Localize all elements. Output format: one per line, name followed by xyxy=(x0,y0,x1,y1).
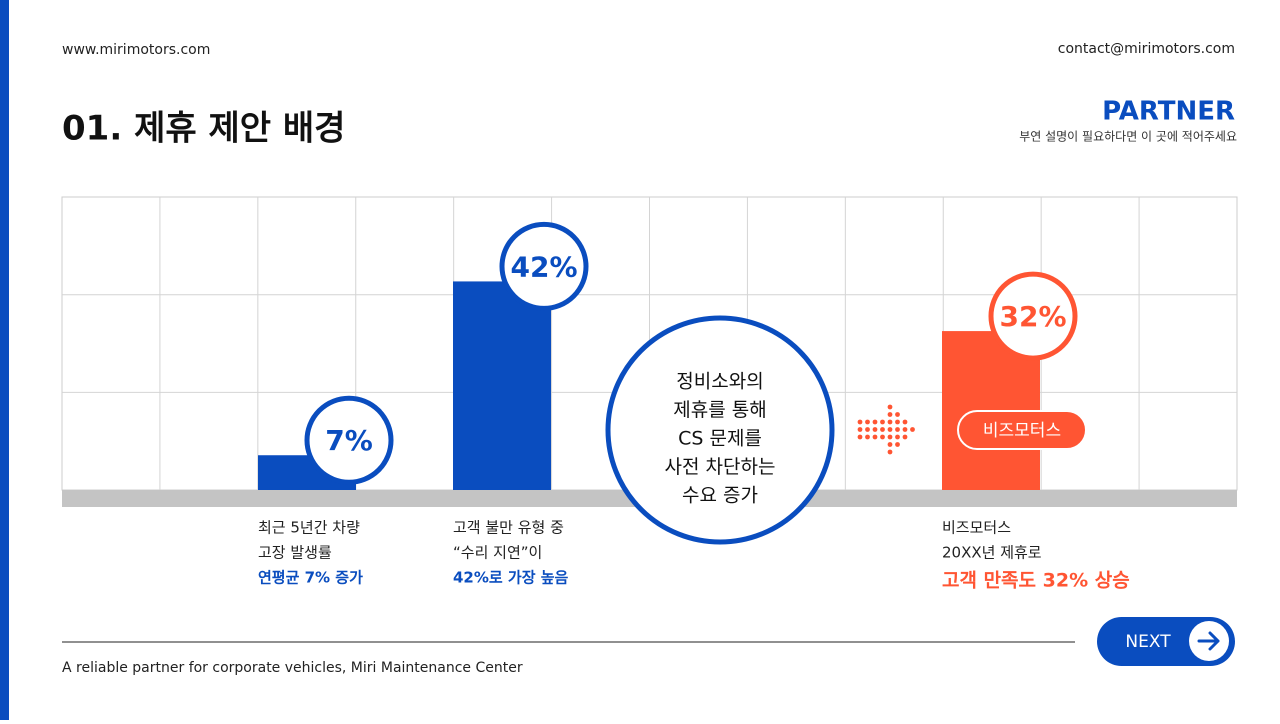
callout-line: 사전 차단하는 xyxy=(665,456,776,478)
value-bubble xyxy=(988,271,1078,361)
arrow-dot xyxy=(880,434,885,440)
arrow-dot xyxy=(865,434,870,440)
arrow-dot xyxy=(872,434,878,440)
callout-line: 제휴를 통해 xyxy=(673,399,766,421)
value-label: 7% xyxy=(325,424,373,457)
bar xyxy=(453,281,551,490)
callout-line: CS 문제를 xyxy=(678,428,762,450)
caption: 42%로 가장 높음 xyxy=(453,569,569,587)
arrow-dot xyxy=(895,427,900,432)
next-arrow[interactable] xyxy=(1197,631,1220,651)
arrow-dot xyxy=(887,419,893,425)
arrow-dot xyxy=(887,434,893,440)
value-bubble xyxy=(304,395,394,485)
arrow-dot xyxy=(880,427,885,432)
arrow-dot xyxy=(895,442,900,447)
caption: 최근 5년간 차량 xyxy=(258,519,360,537)
caption: 고객 불만 유형 중 xyxy=(453,519,564,537)
arrow-dot xyxy=(887,442,893,447)
caption: 고장 발생률 xyxy=(258,544,332,562)
value-bubble xyxy=(499,221,589,311)
arrow-dot xyxy=(865,419,870,425)
side-strip xyxy=(0,0,9,720)
caption: “수리 지연”이 xyxy=(453,544,542,562)
value-label: 32% xyxy=(999,300,1066,333)
arrow-dot xyxy=(857,434,863,440)
arrow-dot xyxy=(857,427,863,432)
tagline: A reliable partner for corporate vehicle… xyxy=(62,660,523,676)
callout-circle xyxy=(605,315,835,545)
arrow-dot xyxy=(872,427,878,432)
badge-text: 비즈모터스 xyxy=(983,421,1061,441)
arrow-dot xyxy=(902,427,908,432)
next-button-label[interactable]: NEXT xyxy=(1125,632,1171,652)
arrow-dot xyxy=(895,434,900,440)
arrow-dot xyxy=(895,412,900,417)
caption: 고객 만족도 32% 상승 xyxy=(942,570,1130,592)
arrow-dot xyxy=(887,412,893,417)
arrow-dots xyxy=(857,404,915,455)
badge xyxy=(957,410,1087,450)
email: contact@mirimotors.com xyxy=(1058,41,1235,57)
arrow-dot xyxy=(887,449,893,455)
arrow-dot xyxy=(902,434,908,440)
arrow-dot xyxy=(910,427,915,432)
arrow-dot xyxy=(865,427,870,432)
brand-note: 부연 설명이 필요하다면 이 곳에 적어주세요 xyxy=(1019,130,1237,144)
arrow-dot xyxy=(880,419,885,425)
arrow-dot xyxy=(887,427,893,432)
caption: 연평균 7% 증가 xyxy=(258,569,363,587)
arrow-dot xyxy=(902,419,908,425)
arrow-dot xyxy=(872,419,878,425)
arrow-dot xyxy=(895,419,900,425)
next-button[interactable]: NEXT xyxy=(1097,617,1235,666)
caption: 비즈모터스 xyxy=(942,519,1011,537)
page-title: 01. 제휴 제안 배경 xyxy=(62,109,345,149)
value-label: 42% xyxy=(510,250,577,283)
website: www.mirimotors.com xyxy=(62,42,210,58)
caption: 20XX년 제휴로 xyxy=(942,544,1042,562)
callout-line: 수요 증가 xyxy=(682,485,758,507)
arrow-dot xyxy=(857,419,863,425)
callout-line: 정비소와의 xyxy=(676,371,763,393)
brand: PARTNER xyxy=(1102,97,1235,127)
arrow-dot xyxy=(887,404,893,410)
